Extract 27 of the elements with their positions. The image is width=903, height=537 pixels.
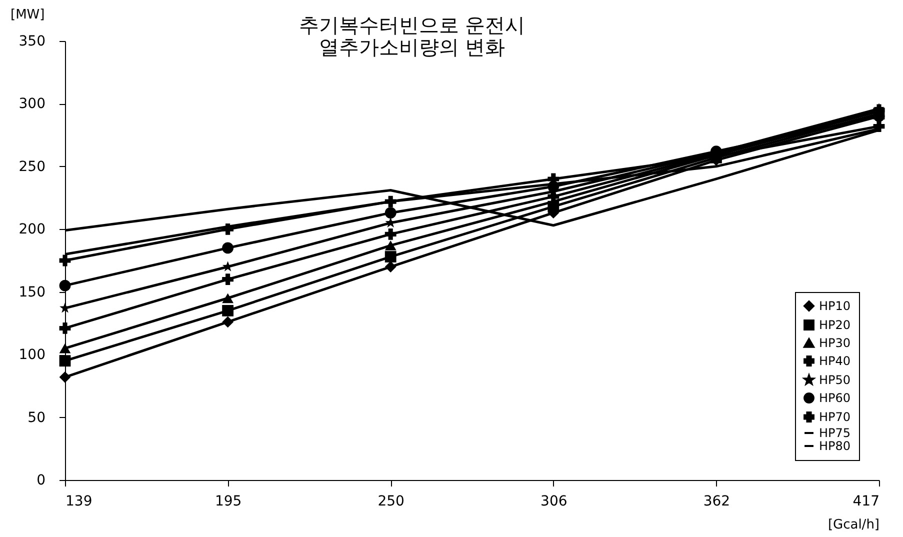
- y-tick-label: 50: [28, 410, 46, 426]
- text: 추기복수터빈으로 운전시: [298, 13, 526, 37]
- y-axis-title: [MW]: [10, 8, 45, 22]
- x-tick-label: 195: [214, 494, 242, 510]
- y-tick-label: 200: [18, 222, 46, 238]
- legend-label: HP60: [819, 391, 851, 405]
- legend-label: HP30: [819, 336, 851, 350]
- legend-label: HP10: [819, 299, 851, 313]
- legend-label: HP20: [819, 318, 851, 332]
- x-tick-label: 362: [703, 494, 730, 510]
- legend-label: HP75: [819, 426, 851, 440]
- y-tick-label: 300: [18, 96, 46, 112]
- x-tick-label: 417: [852, 494, 880, 510]
- x-tick-label: 306: [540, 494, 568, 510]
- legend-label: HP70: [819, 410, 851, 424]
- legend-label: HP40: [819, 354, 851, 368]
- y-tick-label: 100: [18, 347, 46, 364]
- x-tick-label: 139: [66, 494, 92, 510]
- legend-label: HP80: [819, 439, 851, 453]
- x-axis-title: [Gcal/h]: [828, 518, 880, 532]
- y-tick-label: 350: [18, 34, 46, 50]
- y-tick-label: 0: [36, 472, 46, 488]
- legend-label: HP50: [819, 373, 851, 387]
- y-tick-label: 250: [18, 158, 46, 175]
- text: 열추가소비량의 변화: [318, 35, 506, 59]
- y-tick-label: 150: [18, 284, 46, 300]
- x-tick-label: 250: [378, 494, 404, 510]
